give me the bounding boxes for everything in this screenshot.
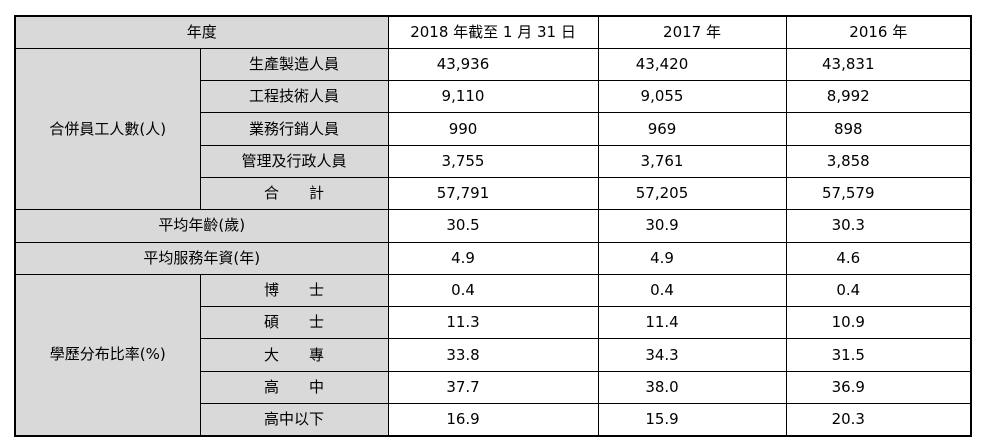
table-row: 碩 士 11.3 11.4 10.9 bbox=[15, 306, 972, 340]
cell-2017: 15.9 bbox=[597, 403, 787, 437]
header-col-2018: 2018 年截至 1 月 31 日 bbox=[387, 15, 599, 49]
employee-statistics-table: 年度 2018 年截至 1 月 31 日 2017 年 2016 年 合併員工人… bbox=[14, 15, 973, 437]
cell-2016: 57,579 bbox=[785, 176, 972, 211]
cell-2018: 33.8 bbox=[387, 338, 599, 372]
row-label: 博 士 bbox=[199, 273, 389, 308]
group-label-education: 學歷分布比率(%) bbox=[14, 273, 201, 437]
header-row: 年度 2018 年截至 1 月 31 日 2017 年 2016 年 bbox=[14, 15, 972, 49]
row-label: 大 專 bbox=[199, 338, 389, 372]
cell-2018: 9,110 bbox=[387, 80, 599, 114]
row-label: 高中以下 bbox=[199, 403, 389, 437]
cell-2016: 30.3 bbox=[785, 209, 972, 243]
cell-2018: 37.7 bbox=[387, 370, 599, 405]
cell-2018: 30.5 bbox=[387, 209, 599, 243]
table-row: 平均年齡(歲) 30.5 30.9 30.3 bbox=[14, 209, 972, 243]
row-label: 高 中 bbox=[199, 370, 389, 405]
cell-2018: 57,791 bbox=[387, 176, 599, 211]
cell-2017: 38.0 bbox=[597, 370, 787, 405]
table-row: 學歷分布比率(%) 博 士 0.4 0.4 0.4 bbox=[14, 273, 972, 437]
cell-2016: 8,992 bbox=[785, 80, 972, 114]
cell-2016: 0.4 bbox=[785, 273, 972, 308]
cell-2016: 3,858 bbox=[785, 144, 972, 178]
row-label: 生產製造人員 bbox=[199, 47, 389, 82]
table-row: 大 專 33.8 34.3 31.5 bbox=[15, 338, 972, 372]
cell-2016: 10.9 bbox=[785, 306, 972, 340]
cell-2017: 0.4 bbox=[597, 273, 787, 308]
row-label-average-age: 平均年齡(歲) bbox=[14, 209, 389, 243]
table-row: 合併員工人數(人) 生產製造人員 43,936 43,420 43,831 bbox=[14, 47, 972, 211]
table-row: 高中以下 16.9 15.9 20.3 bbox=[15, 403, 972, 437]
cell-2017: 11.4 bbox=[597, 306, 787, 340]
cell-2016: 31.5 bbox=[785, 338, 972, 372]
cell-2017: 34.3 bbox=[597, 338, 787, 372]
cell-2018: 0.4 bbox=[387, 273, 599, 308]
table-row: 業務行銷人員 990 969 898 bbox=[15, 112, 972, 146]
table-row: 工程技術人員 9,110 9,055 8,992 bbox=[15, 80, 972, 114]
row-label: 碩 士 bbox=[199, 306, 389, 340]
cell-2018: 16.9 bbox=[387, 403, 599, 437]
cell-2018: 3,755 bbox=[387, 144, 599, 178]
cell-2017: 969 bbox=[597, 112, 787, 146]
cell-2018: 4.9 bbox=[387, 241, 599, 275]
header-year-label: 年度 bbox=[14, 15, 389, 49]
row-label-average-tenure: 平均服務年資(年) bbox=[14, 241, 389, 275]
header-col-2017: 2017 年 bbox=[597, 15, 787, 49]
cell-2017: 9,055 bbox=[597, 80, 787, 114]
row-label: 業務行銷人員 bbox=[199, 112, 389, 146]
group-label-headcount: 合併員工人數(人) bbox=[14, 47, 201, 211]
cell-2016: 898 bbox=[785, 112, 972, 146]
cell-2018: 11.3 bbox=[387, 306, 599, 340]
row-label-total: 合 計 bbox=[199, 176, 389, 211]
header-col-2016: 2016 年 bbox=[785, 15, 972, 49]
cell-2017: 3,761 bbox=[597, 144, 787, 178]
table-row: 平均服務年資(年) 4.9 4.9 4.6 bbox=[14, 241, 972, 275]
table-row: 管理及行政人員 3,755 3,761 3,858 bbox=[15, 144, 972, 178]
row-label: 工程技術人員 bbox=[199, 80, 389, 114]
cell-2018: 43,936 bbox=[387, 47, 599, 82]
cell-2018: 990 bbox=[387, 112, 599, 146]
table-row: 合 計 57,791 57,205 57,579 bbox=[15, 176, 972, 211]
cell-2016: 20.3 bbox=[785, 403, 972, 437]
cell-2017: 57,205 bbox=[597, 176, 787, 211]
cell-2016: 43,831 bbox=[785, 47, 972, 82]
cell-2016: 36.9 bbox=[785, 370, 972, 405]
row-label: 管理及行政人員 bbox=[199, 144, 389, 178]
cell-2017: 43,420 bbox=[597, 47, 787, 82]
cell-2017: 4.9 bbox=[597, 241, 787, 275]
cell-2017: 30.9 bbox=[597, 209, 787, 243]
cell-2016: 4.6 bbox=[785, 241, 972, 275]
